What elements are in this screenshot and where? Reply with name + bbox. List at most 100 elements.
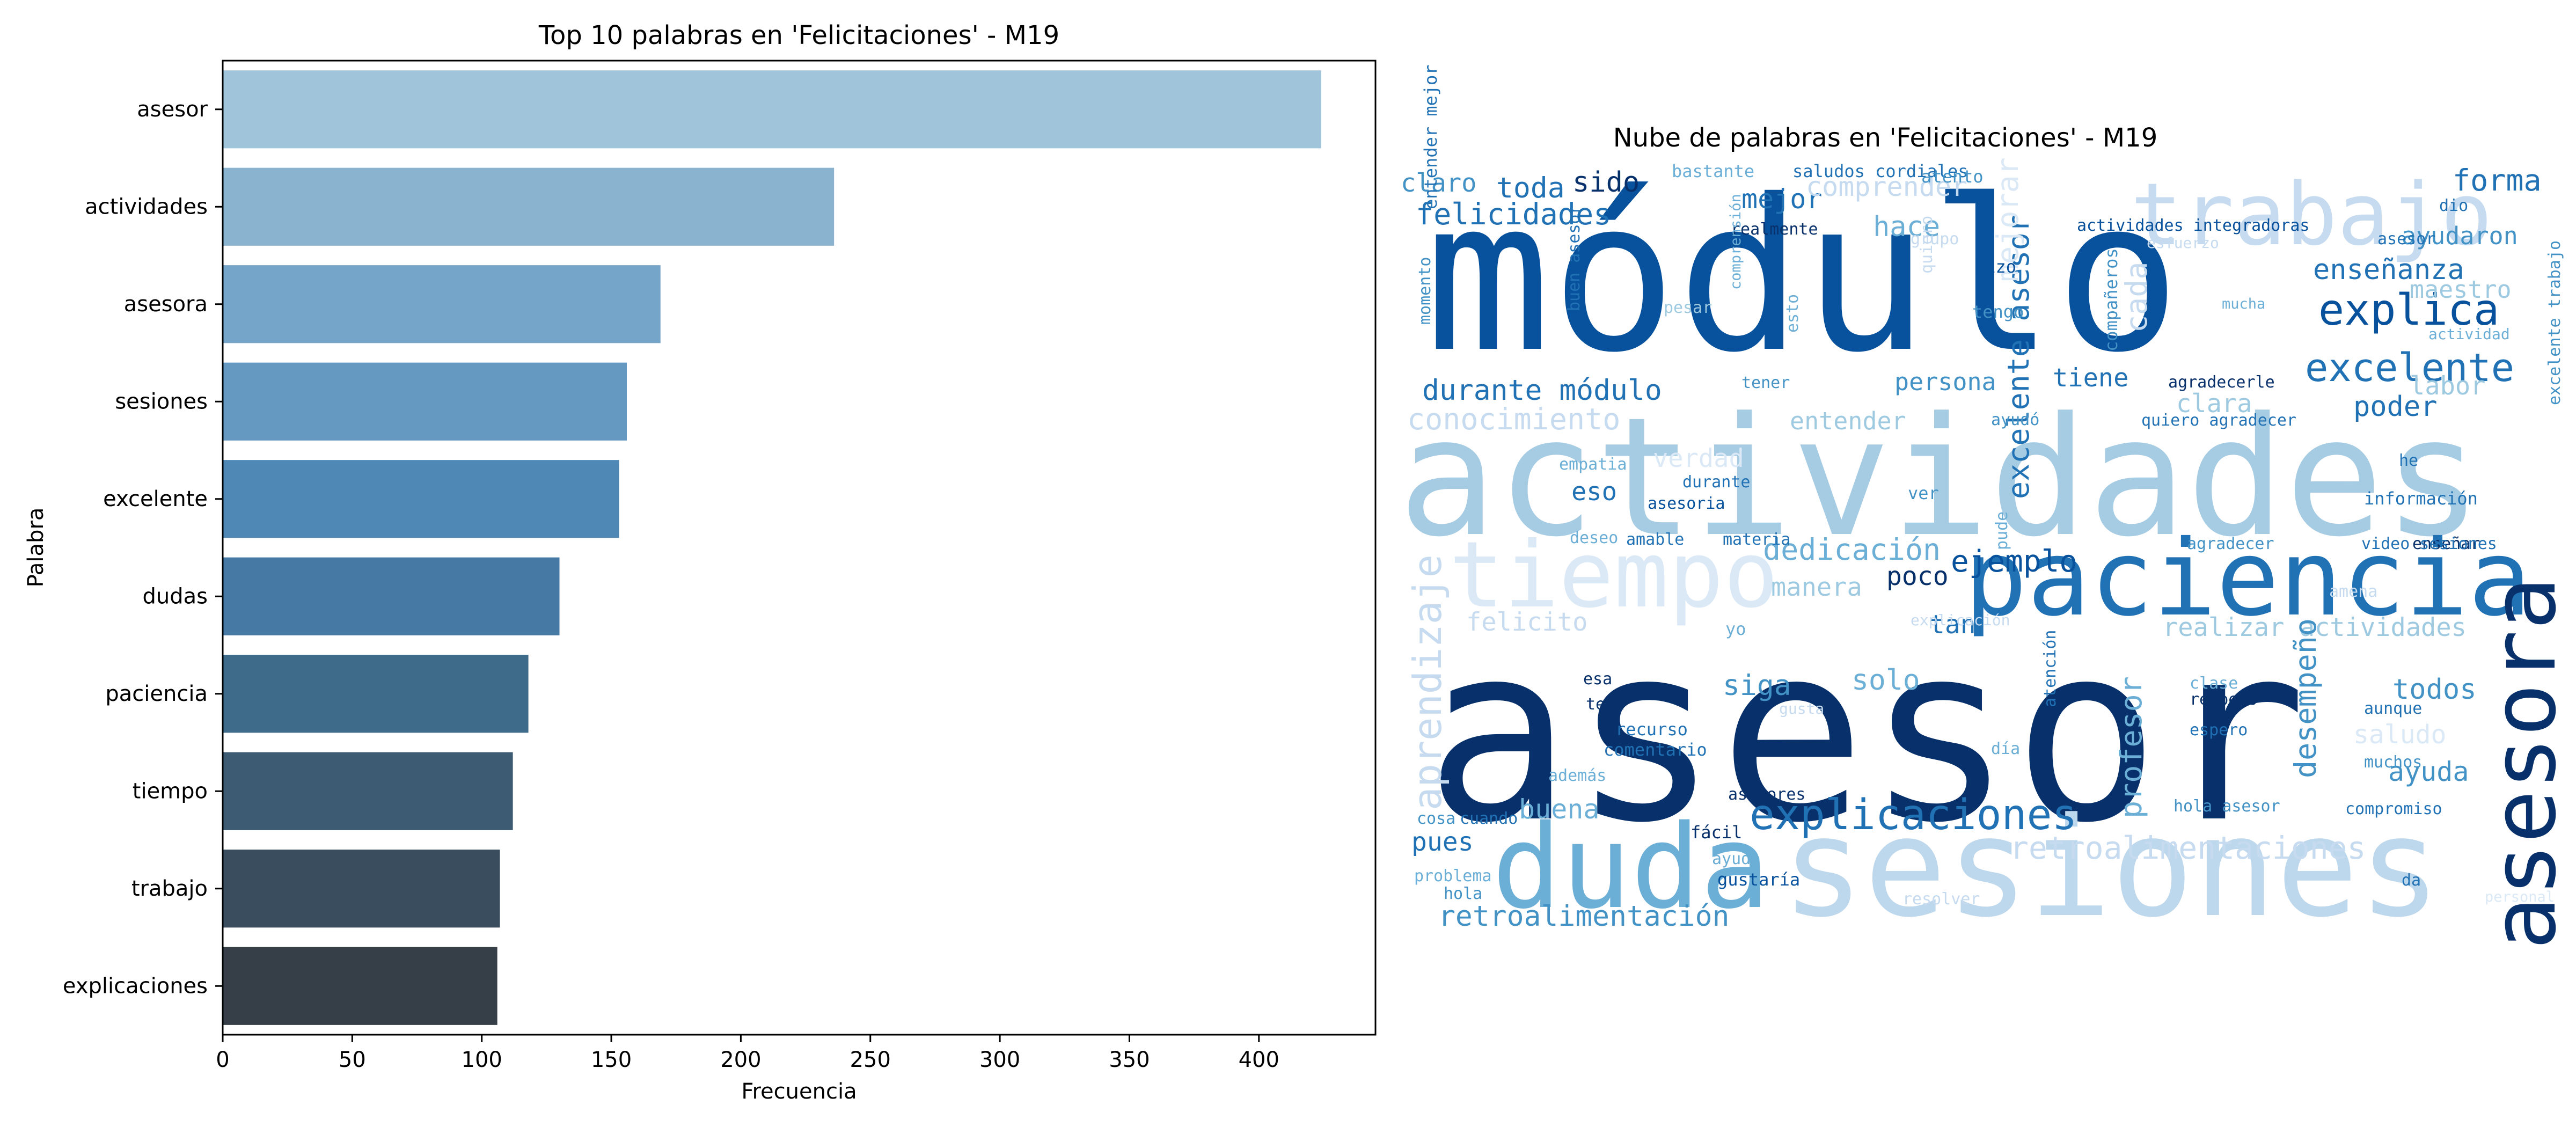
cloud-word: muchos: [2364, 753, 2422, 772]
cloud-word: agradecer: [2187, 535, 2274, 553]
y-tick-label-paciencia: paciencia: [105, 682, 208, 706]
bar-dudas: [223, 557, 560, 635]
cloud-word: pude: [1993, 511, 2011, 550]
cloud-word: módulo: [1425, 155, 2181, 398]
cloud-word: actividades integradoras: [2077, 216, 2309, 235]
x-tick-label-200: 200: [720, 1048, 761, 1072]
cloud-word: información: [2364, 488, 2478, 509]
cloud-word: desempeño: [2288, 618, 2323, 778]
x-tick-label-350: 350: [1109, 1048, 1150, 1072]
cloud-word: entender: [1790, 407, 1906, 435]
cloud-word: gusta: [1779, 700, 1824, 718]
cloud-word: profesor: [2114, 676, 2148, 818]
cloud-word: mejor: [1741, 184, 1823, 215]
cloud-word: excelente: [2305, 345, 2514, 390]
cloud-word: siga: [1723, 669, 1791, 702]
cloud-word: ver: [1908, 483, 1939, 503]
bar-trabajo: [223, 850, 500, 928]
cloud-word: ayuda: [2388, 756, 2469, 787]
bar-x-axis-label: Frecuencia: [741, 1079, 857, 1104]
cloud-word: mucha: [2222, 296, 2265, 312]
y-tick-label-explicaciones: explicaciones: [63, 974, 208, 998]
cloud-word: solo: [1851, 664, 1920, 697]
cloud-word: aunque: [2364, 699, 2422, 718]
cloud-word: grupo: [1911, 230, 1959, 248]
y-tick-label-tiempo: tiempo: [133, 779, 208, 803]
cloud-word: gustaría: [1717, 869, 1800, 890]
cloud-word: tiene: [2053, 363, 2128, 393]
cloud-word: ayudó: [1991, 411, 2039, 429]
cloud-word: comprender: [1806, 171, 1967, 202]
bar-asesor: [223, 70, 1321, 149]
y-tick-label-excelente: excelente: [103, 487, 208, 511]
cloud-word: enseñar: [2412, 535, 2480, 553]
cloud-word: asesor: [1425, 592, 2307, 876]
cloud-word: quiero agradecer: [2141, 411, 2296, 430]
y-tick-label-actividades: actividades: [85, 194, 208, 219]
cloud-word: fácil: [1690, 822, 1742, 843]
cloud-word: ejemplo: [1951, 544, 2077, 579]
cloud-word: bastante: [1672, 161, 1754, 181]
cloud-word: respeto: [2190, 690, 2257, 709]
bar-tiempo: [223, 752, 513, 830]
y-tick-label-asesor: asesor: [137, 97, 208, 122]
cloud-word: problema: [1414, 867, 1492, 885]
cloud-word: retroalimentaciones: [2010, 830, 2366, 866]
cloud-word: enseñanza: [2313, 254, 2464, 286]
x-tick-label-150: 150: [591, 1048, 632, 1072]
cloud-word: sesiones: [1782, 788, 2441, 948]
cloud-word: claro: [1401, 169, 1476, 198]
cloud-word: amable: [1626, 530, 1684, 549]
y-tick-label-asesora: asesora: [124, 292, 208, 317]
cloud-word: entender mejor: [1421, 64, 1441, 209]
cloud-word: poco: [1886, 561, 1949, 591]
cloud-word: resolver: [1902, 890, 1980, 909]
cloud-word: durante: [1682, 473, 1750, 492]
cloud-word: momento: [1416, 257, 1435, 325]
cloud-word: compromiso: [2345, 800, 2442, 818]
bar-y-tick-labels: asesor actividades asesora sesiones excelent…: [63, 97, 223, 998]
cloud-word: tan: [1929, 610, 1976, 640]
cloud-word: cada: [2119, 262, 2154, 333]
cloud-word: hola asesor: [2174, 797, 2280, 816]
bar-asesora: [223, 265, 661, 343]
cloud-word: tener: [1741, 374, 1790, 392]
cloud-word: clara: [2176, 389, 2252, 419]
cloud-word: eso: [1571, 477, 1617, 507]
cloud-word: atención: [2041, 630, 2060, 708]
bar-marks: [223, 70, 1321, 1025]
cloud-word: realizar actividades: [2163, 613, 2467, 642]
cloud-word: materia: [1723, 530, 1790, 549]
cloud-word: buen asesor: [1565, 204, 1584, 311]
cloud-word: clase: [2190, 674, 2238, 693]
cloud-word: forma: [2453, 163, 2542, 197]
cloud-word: amena: [2329, 582, 2377, 601]
cloud-word: comentario: [1604, 740, 1707, 760]
cloud-word: cosa: [1417, 809, 1455, 828]
cloud-word: sido: [1572, 166, 1640, 199]
cloud-word: asesor: [2377, 230, 2435, 248]
cloud-word: trabajo: [2131, 164, 2492, 265]
cloud-word: video sesiones: [2361, 535, 2497, 553]
word-cloud: Nube de palabras en 'Felicitaciones' - M…: [1398, 64, 2575, 950]
cloud-word: empatia: [1559, 455, 1627, 474]
cloud-word: hace: [1873, 211, 1940, 243]
cloud-word: día: [1991, 740, 2020, 758]
cloud-word: tiempo: [1449, 522, 1779, 628]
x-tick-label-0: 0: [216, 1048, 229, 1072]
y-tick-label-dudas: dudas: [143, 584, 208, 609]
cloud-word: pues: [1411, 827, 1474, 857]
cloud-word: manera: [1771, 573, 1862, 602]
cloud-word: he: [2399, 451, 2418, 470]
x-tick-label-100: 100: [462, 1048, 502, 1072]
cloud-word: todos: [2392, 674, 2477, 706]
cloud-word: comprensión: [1728, 194, 1744, 290]
cloud-word: dedicación: [1763, 532, 1941, 567]
cloud-word: personal: [2485, 889, 2555, 905]
bar-excelente: [223, 460, 619, 538]
cloud-word: esa: [1583, 670, 1612, 689]
cloud-word: realmente: [1731, 220, 1818, 239]
cloud-word: buena: [1519, 794, 1600, 825]
cloud-word: retroalimentación: [1438, 900, 1729, 933]
